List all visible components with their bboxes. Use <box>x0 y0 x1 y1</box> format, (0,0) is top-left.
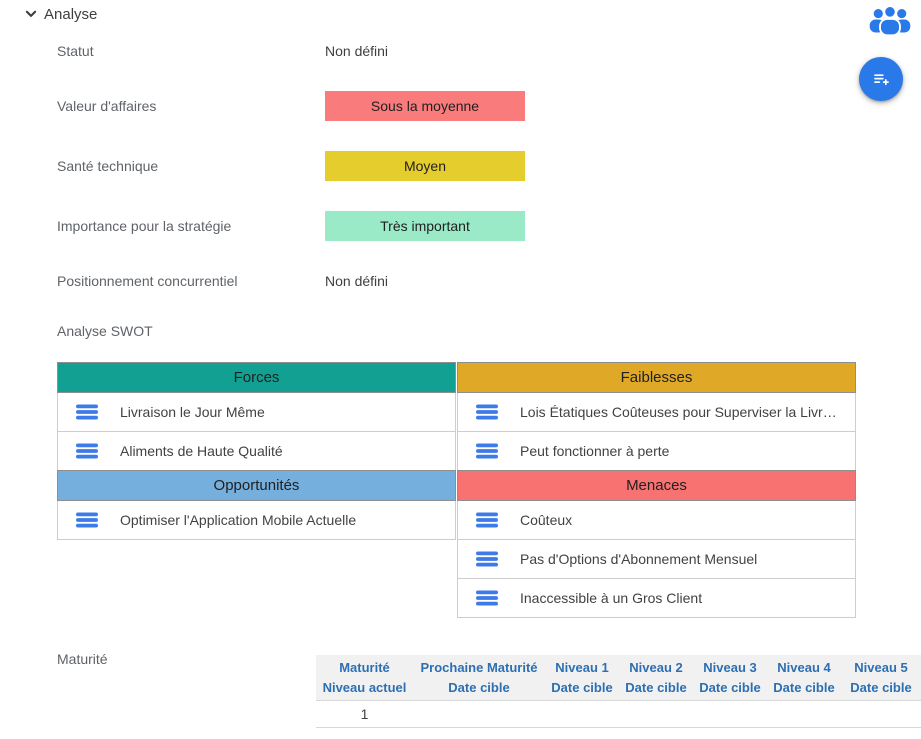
swot-item[interactable]: Inaccessible à un Gros Client <box>457 579 856 618</box>
swot-header-opportunites: Opportunités <box>57 470 456 501</box>
swot-item-label: Livraison le Jour Même <box>120 404 265 420</box>
swot-item[interactable]: Aliments de Haute Qualité <box>57 432 456 471</box>
column-header: Niveau 4 Date cible <box>773 660 835 695</box>
field-row-positionnement: Positionnement concurrentiel Non défini <box>57 266 867 296</box>
status-badge-business-value[interactable]: Sous la moyenne <box>325 91 525 121</box>
column-header: Niveau 3 Date cible <box>699 660 761 695</box>
field-row-importance-strategie: Importance pour la stratégie Très import… <box>57 211 867 241</box>
swot-item-label: Lois Étatiques Coûteuses pour Superviser… <box>520 404 837 420</box>
add-item-fab[interactable] <box>859 57 903 101</box>
field-row-valeur-affaires: Valeur d'affaires Sous la moyenne <box>57 91 867 121</box>
drag-handle-icon[interactable] <box>476 512 498 528</box>
swot-item-label: Coûteux <box>520 512 573 528</box>
status-badge-technical-health[interactable]: Moyen <box>325 151 525 181</box>
column-header: Prochaine Maturité Date cible <box>420 660 538 695</box>
column-header: Niveau 1 Date cible <box>551 660 613 695</box>
swot-column-right: Faiblesses Lois Étatiques Coûteuses pour… <box>457 362 856 618</box>
field-row-statut: Statut Non défini <box>57 36 867 66</box>
column-header: Maturité Niveau actuel <box>322 660 407 695</box>
maturite-table: Maturité Niveau actuel Prochaine Maturit… <box>316 655 921 728</box>
swot-column-left: Forces Livraison le Jour Même Aliments d… <box>57 362 456 618</box>
playlist-add-icon <box>872 70 891 89</box>
swot-item[interactable]: Optimiser l'Application Mobile Actuelle <box>57 501 456 540</box>
table-cell <box>413 701 545 727</box>
drag-handle-icon[interactable] <box>76 443 98 459</box>
swot-label: Analyse SWOT <box>57 323 153 339</box>
table-cell <box>841 701 921 727</box>
swot-table: Forces Livraison le Jour Même Aliments d… <box>57 362 856 618</box>
section-toggle-analyse[interactable]: Analyse <box>22 3 97 25</box>
swot-item[interactable]: Coûteux <box>457 501 856 540</box>
table-row: 1 <box>316 701 921 728</box>
drag-handle-icon[interactable] <box>476 404 498 420</box>
swot-item[interactable]: Livraison le Jour Même <box>57 393 456 432</box>
field-row-sante-technique: Santé technique Moyen <box>57 151 867 181</box>
drag-handle-icon[interactable] <box>76 404 98 420</box>
swot-item[interactable]: Peut fonctionner à perte <box>457 432 856 471</box>
field-label: Valeur d'affaires <box>57 98 157 114</box>
drag-handle-icon[interactable] <box>476 551 498 567</box>
swot-header-menaces: Menaces <box>457 470 856 501</box>
table-cell <box>545 701 619 727</box>
swot-item-label: Peut fonctionner à perte <box>520 443 670 459</box>
field-value: Non défini <box>325 273 389 289</box>
field-label: Santé technique <box>57 158 159 174</box>
table-cell: 1 <box>360 706 369 722</box>
table-cell <box>693 701 767 727</box>
status-badge-strategy-importance[interactable]: Très important <box>325 211 525 241</box>
swot-item-label: Inaccessible à un Gros Client <box>520 590 703 606</box>
swot-header-forces: Forces <box>57 362 456 393</box>
swot-item-label: Optimiser l'Application Mobile Actuelle <box>120 512 357 528</box>
drag-handle-icon[interactable] <box>76 512 98 528</box>
table-cell <box>619 701 693 727</box>
field-label: Positionnement concurrentiel <box>57 273 238 289</box>
section-title: Analyse <box>44 5 98 23</box>
swot-item-label: Aliments de Haute Qualité <box>120 443 283 459</box>
maturite-table-header: Maturité Niveau actuel Prochaine Maturit… <box>316 655 921 701</box>
column-header: Niveau 5 Date cible <box>850 660 912 695</box>
drag-handle-icon[interactable] <box>476 590 498 606</box>
field-label: Importance pour la stratégie <box>57 218 232 234</box>
swot-item[interactable]: Lois Étatiques Coûteuses pour Superviser… <box>457 393 856 432</box>
column-header: Niveau 2 Date cible <box>625 660 687 695</box>
maturite-label: Maturité <box>57 651 108 667</box>
drag-handle-icon[interactable] <box>476 443 498 459</box>
field-value: Non défini <box>325 43 389 59</box>
swot-header-faiblesses: Faiblesses <box>457 362 856 393</box>
swot-item-label: Pas d'Options d'Abonnement Mensuel <box>520 551 758 567</box>
table-cell <box>767 701 841 727</box>
field-label: Statut <box>57 43 94 59</box>
swot-item[interactable]: Pas d'Options d'Abonnement Mensuel <box>457 540 856 579</box>
chevron-down-icon <box>22 5 40 23</box>
group-icon[interactable] <box>869 4 911 42</box>
